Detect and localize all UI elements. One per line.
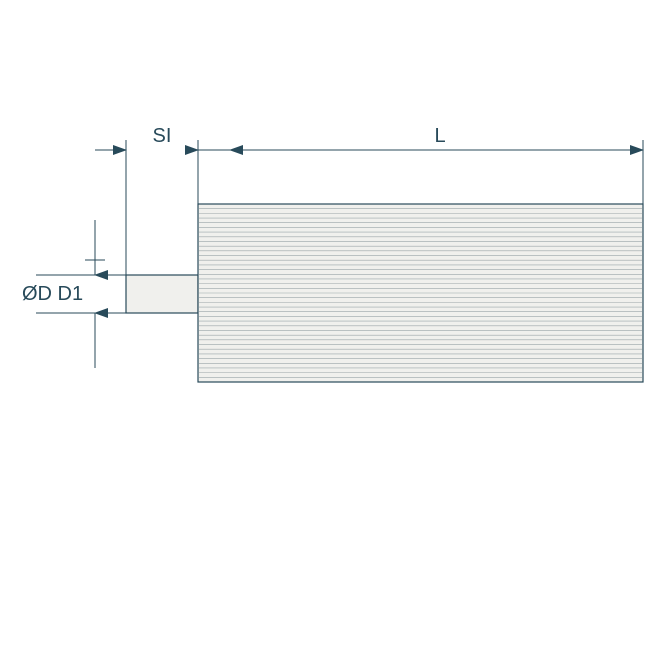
diagram-svg: SI L ØD D1: [0, 0, 670, 670]
label-d-d1: ØD D1: [22, 283, 83, 305]
shaft-rect: [126, 275, 198, 313]
label-si: SI: [153, 125, 172, 147]
label-l: L: [434, 125, 445, 147]
technical-diagram: SI L ØD D1: [0, 0, 670, 670]
